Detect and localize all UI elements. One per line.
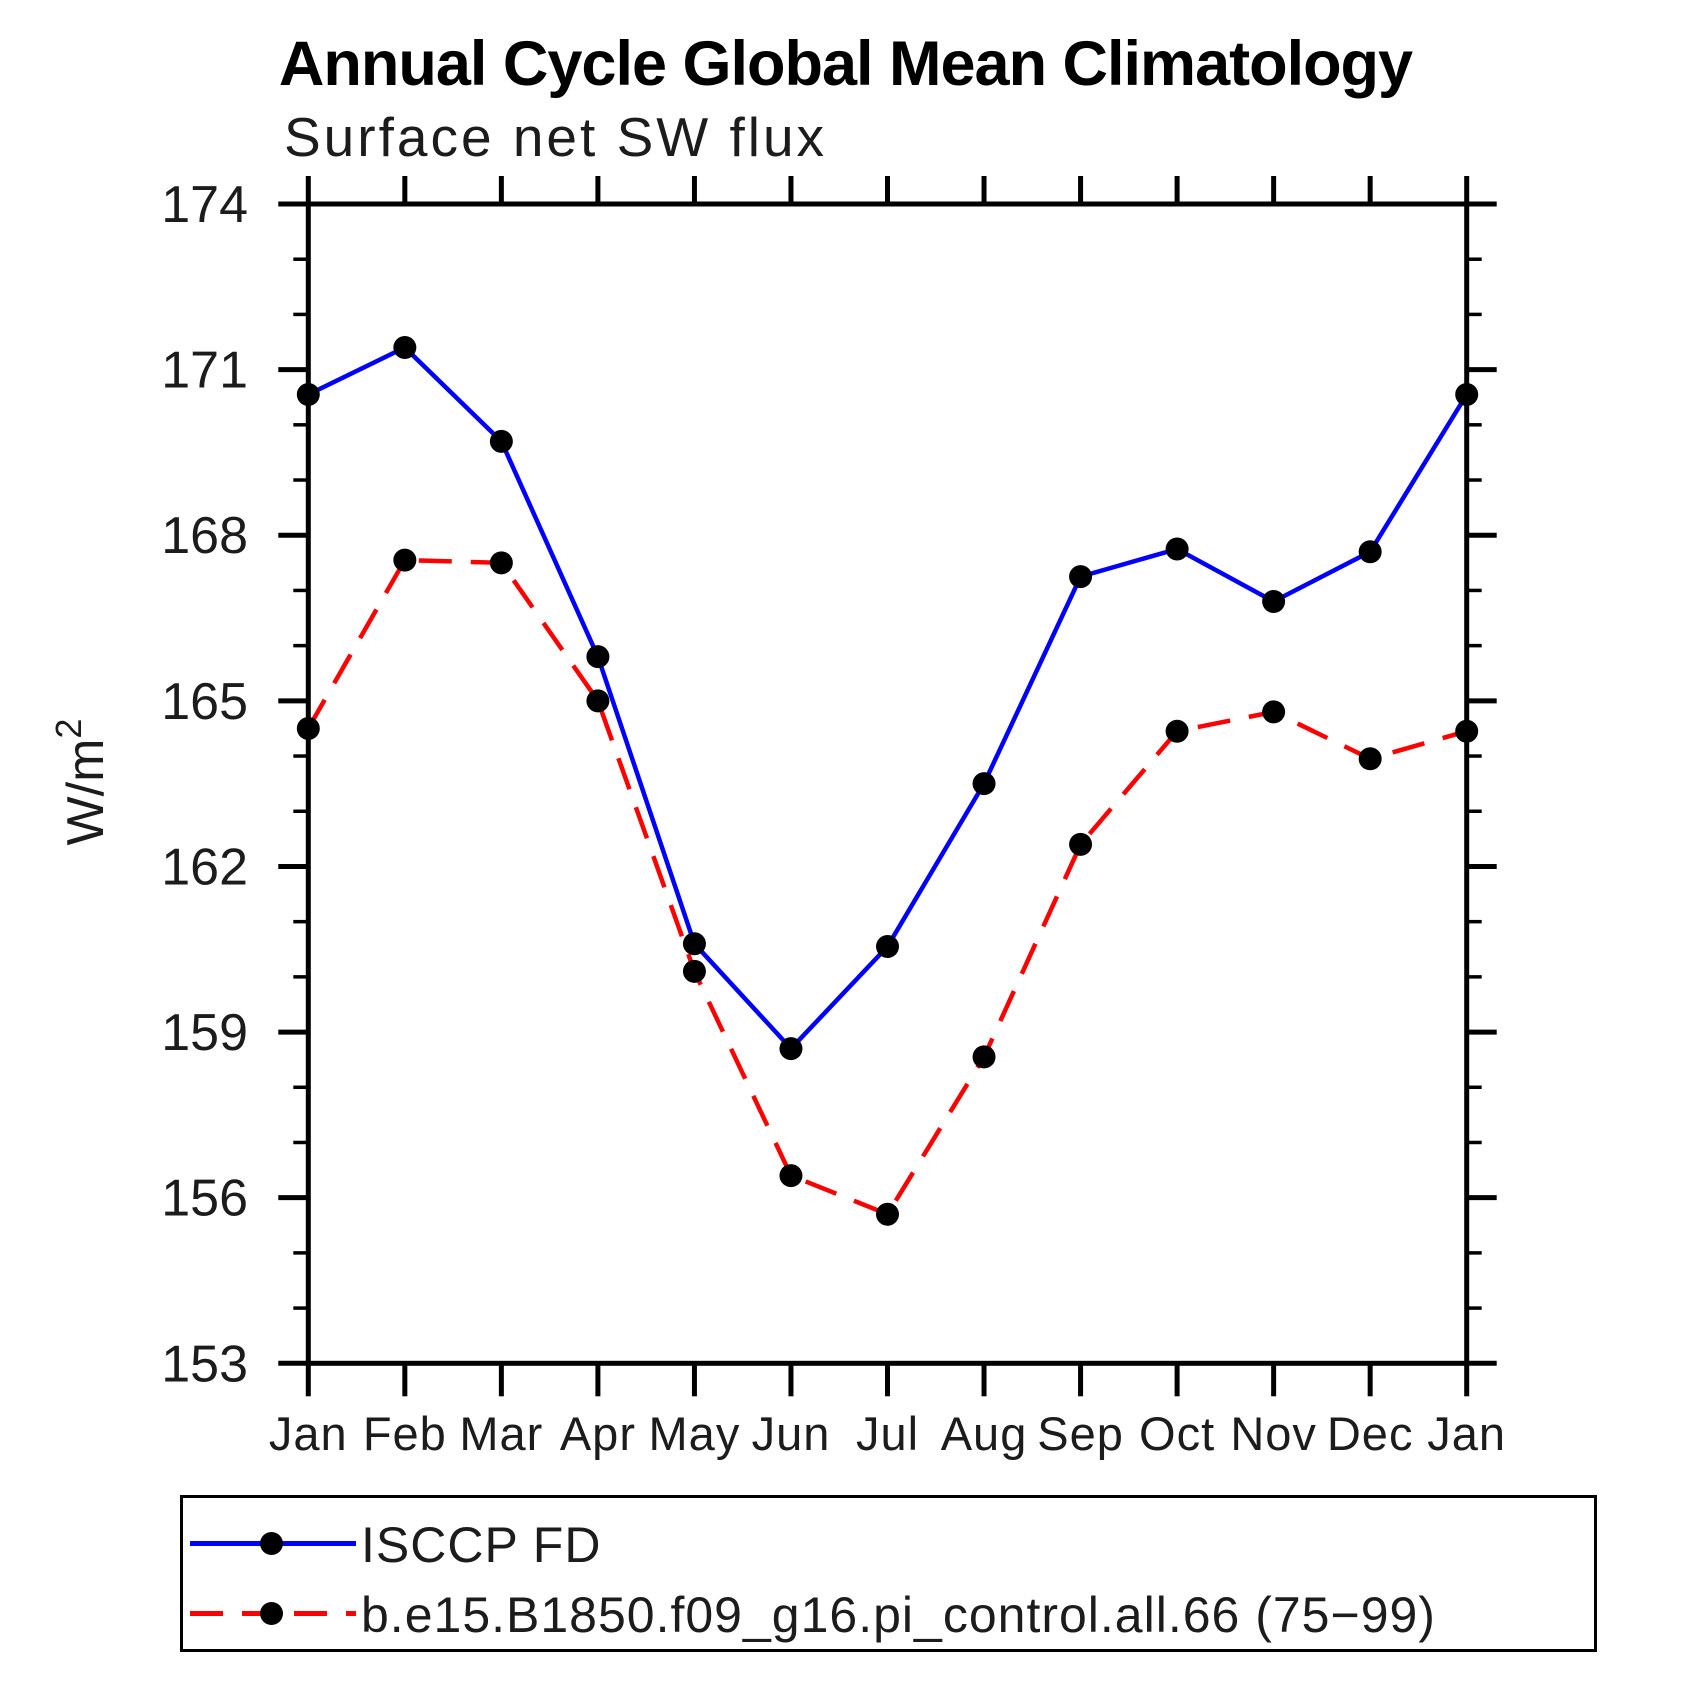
y-axis-label: W/m2 — [48, 719, 115, 846]
data-point — [296, 716, 320, 740]
data-point — [489, 429, 513, 453]
data-point — [1455, 382, 1479, 406]
data-point — [1069, 832, 1093, 856]
x-tick-label: Jan — [1427, 1407, 1506, 1460]
data-point — [586, 689, 610, 713]
data-point — [296, 382, 320, 406]
data-point — [1069, 565, 1093, 589]
data-point — [586, 645, 610, 669]
series-line-1 — [306, 557, 1468, 1217]
data-point — [1165, 719, 1189, 743]
x-tick-label: Feb — [363, 1407, 447, 1460]
data-point — [1262, 589, 1286, 613]
plot-frame — [305, 201, 1470, 1366]
chart-subtitle: Surface net SW flux — [284, 106, 828, 168]
data-point — [1358, 540, 1382, 564]
x-tick-label: Jul — [856, 1407, 919, 1460]
legend-label-model: b.e15.B1850.f09_g16.pi_control.all.66 (7… — [361, 1587, 1436, 1643]
legend: ISCCP FD b.e15.B1850.f09_g16.pi_control.… — [180, 1495, 1597, 1652]
y-tick-label: 162 — [161, 838, 248, 896]
data-point — [1165, 537, 1189, 561]
x-tick-label: Aug — [941, 1407, 1028, 1460]
y-tick-label: 165 — [161, 673, 248, 731]
y-tick-label: 153 — [161, 1335, 248, 1393]
data-point — [779, 1164, 803, 1188]
data-point — [393, 548, 417, 572]
x-tick-label: May — [649, 1407, 741, 1460]
x-tick-label: Oct — [1139, 1407, 1215, 1460]
x-tick-label: Nov — [1230, 1407, 1317, 1460]
legend-marker-dot — [260, 1602, 283, 1625]
data-point — [682, 959, 706, 983]
y-tick-label: 156 — [161, 1170, 248, 1228]
y-tick-label: 159 — [161, 1004, 248, 1062]
data-point — [1262, 700, 1286, 724]
data-point — [876, 935, 899, 959]
data-point — [1358, 747, 1382, 771]
y-tick-label: 168 — [161, 507, 248, 565]
data-point — [972, 772, 996, 796]
x-tick-label: Sep — [1037, 1407, 1124, 1460]
x-tick-label: Jun — [752, 1407, 831, 1460]
x-tick-label: Apr — [560, 1407, 636, 1460]
y-tick-label: 174 — [161, 176, 248, 234]
chart-title: Annual Cycle Global Mean Climatology — [278, 29, 1413, 99]
x-tick-label: Jan — [269, 1407, 348, 1460]
legend-label-isccp: ISCCP FD — [361, 1517, 602, 1573]
data-point — [682, 932, 706, 956]
data-point — [972, 1045, 996, 1069]
x-tick-label: Mar — [459, 1407, 543, 1460]
data-point — [393, 336, 417, 360]
data-point — [876, 1202, 899, 1226]
x-tick-label: Dec — [1327, 1407, 1414, 1460]
y-tick-label: 171 — [161, 342, 248, 400]
data-point — [1455, 719, 1479, 743]
data-point — [489, 551, 513, 575]
data-point — [779, 1037, 803, 1061]
legend-marker-dot — [260, 1532, 283, 1555]
